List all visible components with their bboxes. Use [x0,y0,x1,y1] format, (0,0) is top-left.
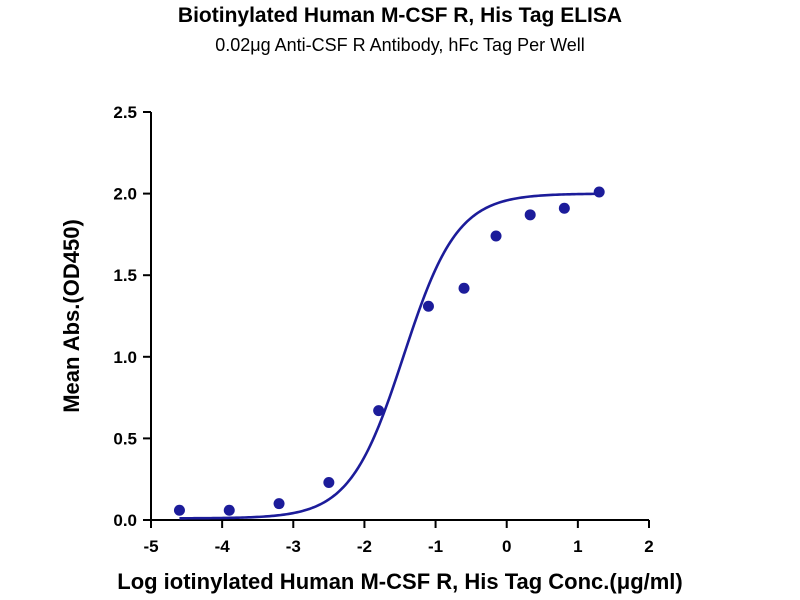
x-tick-label: -4 [215,537,231,556]
data-point [173,504,185,516]
axes: -5 -4 -3 -2 -1 0 1 2 0.0 0.5 1.0 1.5 2.0 2.5 [113,103,653,556]
y-tick-label: 1.5 [113,266,137,285]
data-point [373,405,385,417]
chart-title: Biotinylated Human M-CSF R, His Tag ELIS… [177,4,623,27]
data-point [524,209,536,221]
data-point [323,476,335,488]
chart-subtitle: 0.02μg Anti-CSF R Antibody, hFc Tag Per … [215,35,585,55]
data-point [593,186,605,198]
y-tick-label: 0.5 [113,429,137,448]
data-point [223,504,235,516]
x-tick-label: -3 [286,537,301,556]
y-tick-label: 2.5 [113,103,137,122]
data-point [422,300,434,312]
data-point [273,498,285,510]
x-axis-label: Log iotinylated Human M-CSF R, His Tag C… [117,569,683,594]
data-point [458,282,470,294]
x-tick-label: 0 [502,537,511,556]
x-tick-label: 2 [644,537,653,556]
y-tick-label: 0.0 [113,511,137,530]
x-tick-label: 1 [573,537,582,556]
data-point [490,230,502,242]
data-points-layer [173,186,605,516]
fit-curve-line [179,192,600,520]
fit-curve-layer [179,192,600,520]
x-tick-label: -5 [143,537,158,556]
data-point [558,202,570,214]
x-tick-label: -1 [428,537,443,556]
y-tick-label: 2.0 [113,185,137,204]
y-tick-label: 1.0 [113,348,137,367]
x-tick-label: -2 [357,537,372,556]
y-axis-label: Mean Abs.(OD450) [59,219,84,413]
